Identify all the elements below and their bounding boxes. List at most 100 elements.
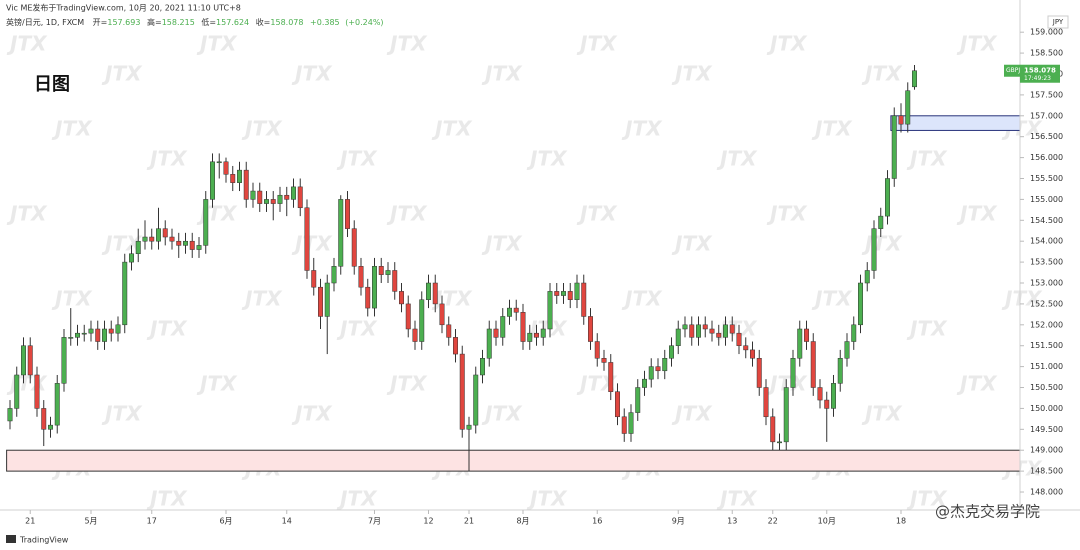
candle-body <box>736 332 742 346</box>
candle-body <box>129 253 134 263</box>
candle-body <box>291 186 296 200</box>
watermark: JTX <box>716 487 758 511</box>
candle-body <box>844 341 850 359</box>
candle-body <box>851 324 857 342</box>
publisher: Vic ME发布于TradingView.com, 10月 20, 2021 1… <box>6 3 241 13</box>
candle-body <box>34 374 40 409</box>
candle-body <box>750 349 755 359</box>
watermark: JTX <box>336 147 378 171</box>
y-tick-label: 151.000 <box>1030 362 1063 371</box>
watermark: JTX <box>906 317 948 341</box>
candle-body <box>635 387 641 413</box>
watermark: JTX <box>6 372 48 396</box>
watermark: JTX <box>481 232 523 256</box>
candle-body <box>331 266 337 284</box>
watermark: JTX <box>526 317 568 341</box>
watermark: JTX <box>861 232 903 256</box>
y-tick-label: 152.500 <box>1030 299 1063 308</box>
plot-area <box>6 65 1021 472</box>
candle-body <box>216 161 222 164</box>
watermark: JTX <box>431 117 473 141</box>
watermark: JTX <box>146 147 188 171</box>
x-tick-label: 21 <box>464 517 474 526</box>
watermark: JTX <box>671 232 713 256</box>
candle-body <box>54 383 60 426</box>
candle-body <box>412 328 418 342</box>
candle-body <box>351 228 357 267</box>
watermark: JTX <box>526 147 568 171</box>
candle-body <box>824 399 830 409</box>
candle-body <box>702 324 708 330</box>
candle-body <box>7 408 13 422</box>
high-value: 158.215 <box>162 18 195 27</box>
candle-body <box>628 412 634 434</box>
y-tick-label: 154.000 <box>1030 237 1063 246</box>
candle-body <box>756 358 762 388</box>
zone <box>890 115 1021 131</box>
watermark: JTX <box>291 232 333 256</box>
candle-body <box>102 328 107 342</box>
watermark: JTX <box>766 32 808 56</box>
candle-body <box>540 328 546 338</box>
candle-body <box>61 337 67 384</box>
y-tick-label: 157.000 <box>1030 111 1063 120</box>
candle-body <box>534 332 539 338</box>
y-tick-label: 151.500 <box>1030 341 1063 350</box>
candle-body <box>115 324 121 334</box>
x-tick-label: 16 <box>592 517 602 526</box>
candle-body <box>324 282 330 317</box>
watermark: JTX <box>766 202 808 226</box>
candle-body <box>41 408 47 430</box>
candle-body <box>446 324 452 338</box>
candle-body <box>493 328 499 338</box>
watermark: JTX <box>196 202 238 226</box>
watermark: JTX <box>196 372 238 396</box>
candle-body <box>898 115 904 125</box>
symbol-line: 英镑/日元, 1D, FXCM 开=157.693 高=158.215 低=15… <box>6 17 384 27</box>
candle-body <box>588 316 593 342</box>
candle-body <box>891 115 897 179</box>
candle-body <box>392 270 398 292</box>
brand-logo <box>6 535 16 543</box>
watermark: JTX <box>196 32 238 56</box>
candle-body <box>655 366 661 372</box>
watermark: JTX <box>716 147 758 171</box>
candle-body <box>642 378 647 388</box>
candle-body <box>81 332 87 335</box>
candle-body <box>304 207 310 271</box>
watermarks: JTX JTX JTX JTX JTX JTX JTX JTX JTX JTX JTX JTX JTX J… <box>6 32 1043 511</box>
y-tick-label: 159.000 <box>1030 28 1063 37</box>
footer: TradingView <box>6 535 69 545</box>
x-tick-label: 6月 <box>219 517 232 526</box>
close-label: 收= <box>256 17 271 27</box>
candle-body <box>527 332 533 342</box>
candle-body <box>243 169 249 200</box>
y-tick-label: 155.500 <box>1030 174 1063 183</box>
symbol: 英镑/日元, 1D, FXCM <box>6 17 84 27</box>
candle-body <box>480 358 485 376</box>
candle-body <box>520 312 526 342</box>
x-tick-label: 10月 <box>818 517 836 526</box>
candle-body <box>500 316 506 338</box>
high-label: 高= <box>147 17 162 27</box>
y-tick-label: 156.000 <box>1030 153 1063 162</box>
candle-body <box>729 324 735 334</box>
watermark: JTX <box>906 147 948 171</box>
watermark: JTX <box>241 287 283 311</box>
candle-body <box>871 228 877 271</box>
header: Vic ME发布于TradingView.com, 10月 20, 2021 1… <box>6 3 384 27</box>
watermark: JTX <box>956 372 998 396</box>
candle-body <box>270 199 276 204</box>
candle-body <box>797 328 803 359</box>
candle-body <box>439 303 445 326</box>
candle-body <box>372 266 377 309</box>
candle-body <box>783 387 789 443</box>
annotation: 日图 <box>34 74 70 95</box>
y-tick-label: 148.000 <box>1030 488 1063 497</box>
candle-body <box>763 387 769 418</box>
candle-body <box>277 194 283 204</box>
x-tick-label: 21 <box>25 517 35 526</box>
watermark: JTX <box>481 62 523 86</box>
candle-body <box>27 345 33 376</box>
candle-body <box>716 332 722 338</box>
